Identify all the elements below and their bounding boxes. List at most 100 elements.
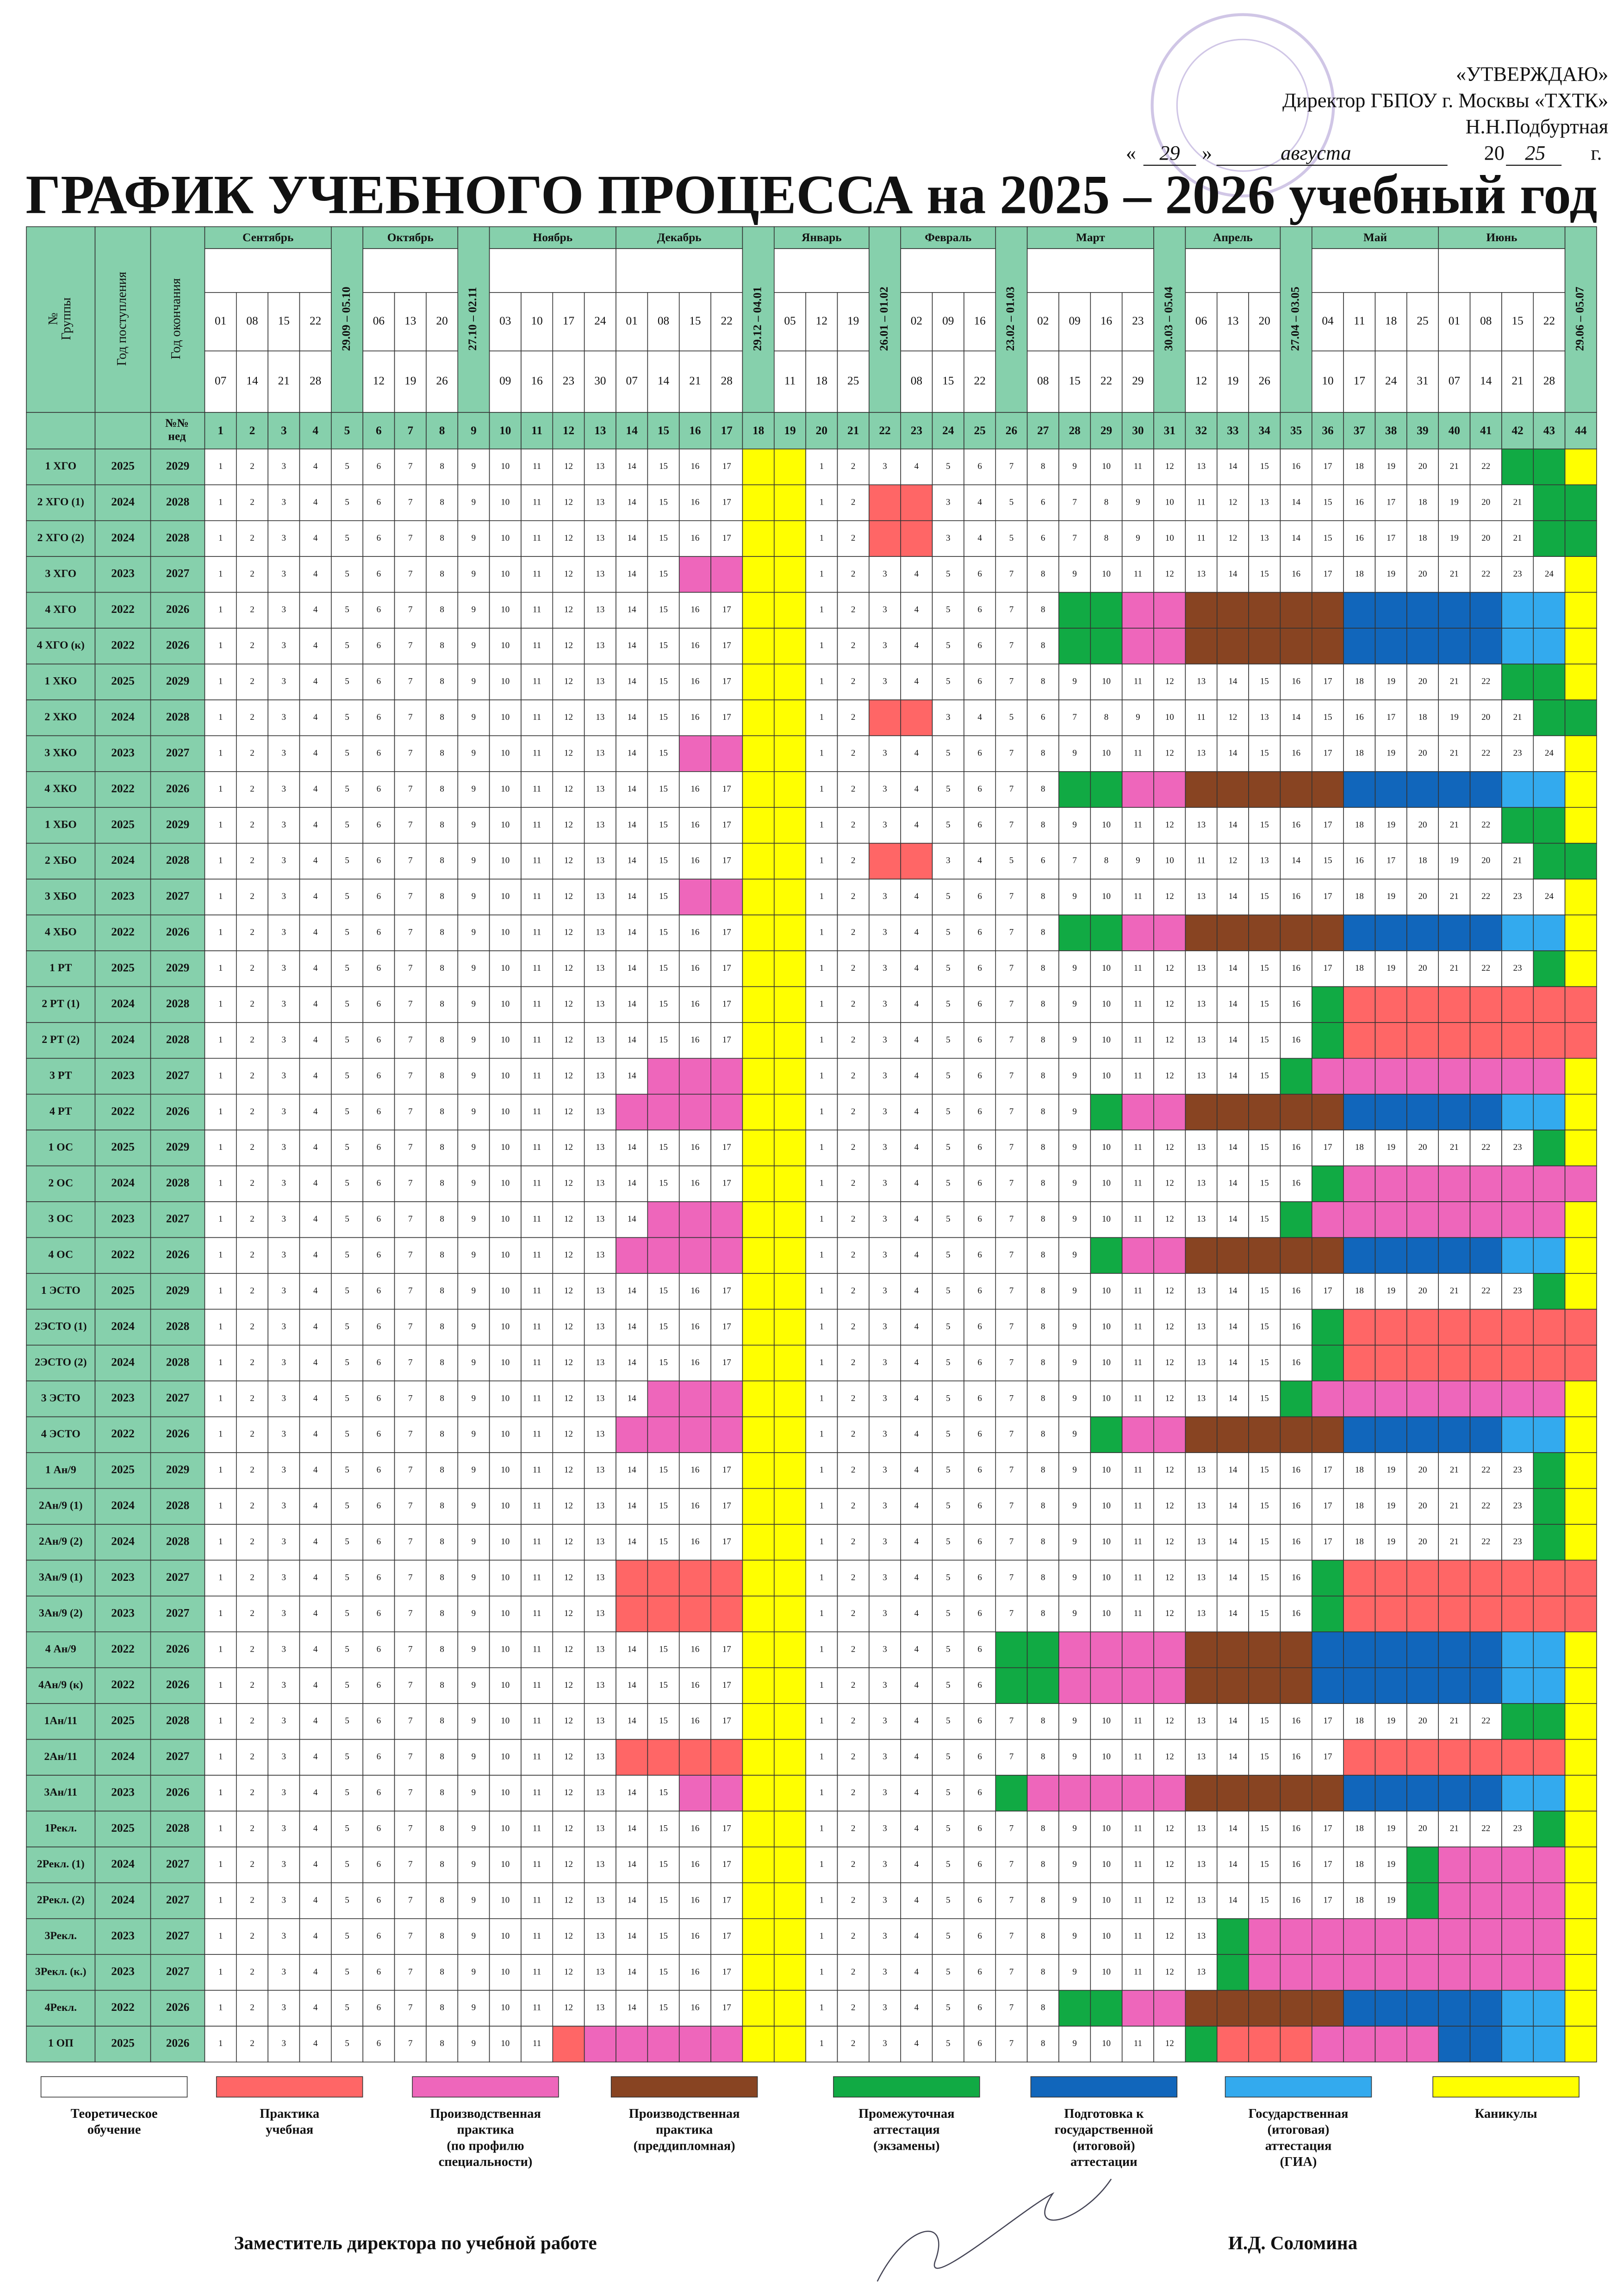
theory-cell	[616, 663, 648, 700]
activity-cell	[774, 1452, 806, 1489]
week-number-cell	[1312, 412, 1344, 449]
theory-cell	[1248, 556, 1281, 593]
week-label: 20	[1418, 1501, 1427, 1511]
week-label: 7	[1009, 1931, 1014, 1941]
theory-cell	[869, 771, 902, 808]
activity-cell	[1406, 1237, 1439, 1274]
week-label: 11	[1134, 1501, 1142, 1511]
activity-cell	[742, 663, 775, 700]
week-label: 4	[914, 1859, 919, 1869]
end-year: 2028	[166, 1320, 190, 1333]
week-start: 16	[1101, 314, 1112, 327]
group-name: 1Рекл.	[45, 1822, 77, 1834]
week-label: 6	[377, 1250, 381, 1260]
week-label: 11	[533, 462, 541, 471]
theory-cell	[1533, 556, 1566, 593]
activity-cell	[1374, 1954, 1407, 1991]
legend-label: (итоговая)	[1268, 2123, 1330, 2137]
theory-cell	[457, 484, 490, 521]
activity-cell	[742, 1990, 775, 2027]
week-label: 11	[1134, 1322, 1142, 1331]
week-label: 15	[659, 497, 668, 507]
week-label: 11	[533, 1501, 541, 1511]
theory-cell	[362, 986, 395, 1023]
approval-date: « 29 » августа 20 25 г.	[1126, 142, 1602, 166]
theory-cell	[1090, 556, 1123, 593]
week-label: 7	[408, 928, 412, 937]
week-label: 14	[1228, 820, 1237, 830]
year-cell	[150, 556, 205, 593]
week-label: 11	[1134, 1393, 1142, 1403]
activity-cell	[678, 1739, 711, 1776]
theory-cell	[236, 914, 268, 951]
week-label: 3	[282, 1931, 286, 1941]
theory-cell	[267, 807, 300, 844]
week-number: 39	[1417, 424, 1428, 437]
week-label: 8	[440, 1609, 444, 1618]
activity-cell	[1469, 1093, 1502, 1130]
week-end: 17	[1354, 374, 1365, 387]
week-label: 4	[313, 963, 318, 973]
week-label: 8	[440, 1179, 444, 1188]
week-label: 2	[250, 462, 254, 471]
week-label: 8	[440, 1931, 444, 1941]
week-label: 1	[820, 928, 824, 937]
week-label: 15	[1324, 533, 1332, 543]
theory-cell	[426, 879, 459, 916]
week-label: 1	[218, 1501, 223, 1511]
week-label: 10	[501, 2003, 510, 2013]
week-label: 6	[377, 1931, 381, 1941]
week-label: 12	[564, 784, 573, 794]
week-number-cell	[710, 412, 743, 449]
week-label: 15	[659, 1035, 668, 1045]
week-label: 11	[533, 605, 541, 615]
week-label: 3	[883, 677, 887, 686]
week-label: 9	[472, 963, 476, 973]
week-label: 20	[1418, 963, 1427, 973]
group-cell	[26, 842, 96, 880]
theory-cell	[457, 807, 490, 844]
legend-swatch	[1225, 2076, 1372, 2098]
week-label: 3	[282, 497, 286, 507]
theory-cell	[1121, 663, 1154, 700]
week-label: 11	[533, 1537, 541, 1547]
week-label: 12	[564, 1071, 573, 1080]
week-label: 7	[1009, 1824, 1014, 1834]
week-label: 3	[282, 1680, 286, 1690]
theory-cell	[1406, 807, 1439, 844]
week-label: 9	[472, 1895, 476, 1905]
theory-cell	[267, 879, 300, 916]
week-label: 16	[1292, 1895, 1300, 1905]
activity-cell	[1374, 1309, 1407, 1346]
week-label: 7	[408, 999, 412, 1009]
activity-cell	[742, 986, 775, 1023]
activity-cell	[900, 520, 933, 557]
week-label: 15	[1260, 1824, 1269, 1834]
week-label: 12	[564, 1572, 573, 1582]
week-label: 14	[628, 999, 636, 1009]
week-label: 2	[250, 677, 254, 686]
week-number-cell	[1280, 412, 1312, 449]
week-label: 7	[1009, 605, 1014, 615]
week-label: 4	[313, 820, 318, 830]
activity-cell	[1343, 2026, 1376, 2063]
end-year: 2028	[166, 495, 190, 508]
week-label: 2	[250, 1859, 254, 1869]
activity-cell	[774, 842, 806, 880]
week-label: 16	[690, 1931, 699, 1941]
week-label: 1	[218, 963, 223, 973]
theory-cell	[552, 449, 585, 486]
activity-cell	[1090, 1093, 1123, 1130]
week-start: 15	[278, 314, 290, 327]
week-label: 7	[408, 1752, 412, 1762]
theory-cell	[1058, 842, 1091, 880]
week-label: 22	[1481, 892, 1490, 901]
week-label: 21	[1450, 1465, 1459, 1475]
week-label: 5	[1009, 856, 1014, 866]
week-label: 9	[1072, 462, 1076, 471]
week-label: 9	[1072, 1572, 1076, 1582]
activity-cell	[742, 1237, 775, 1274]
week-label: 2	[851, 928, 855, 937]
week-label: 14	[628, 497, 636, 507]
week-label: 11	[533, 856, 541, 866]
